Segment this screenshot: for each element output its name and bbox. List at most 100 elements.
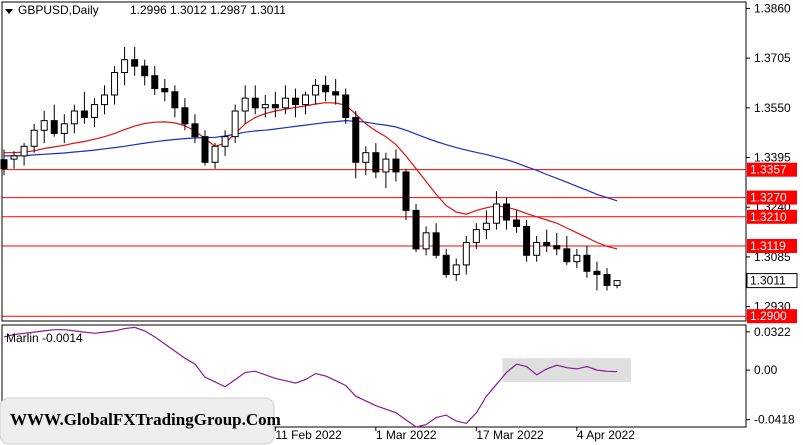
marlin-tick-label: -0.0418	[754, 413, 795, 427]
candle	[322, 75, 330, 102]
candle	[543, 229, 551, 253]
candle-body	[432, 232, 440, 256]
candle-body	[422, 232, 430, 250]
price-tick-label: 1.3705	[754, 51, 791, 65]
candle-body	[553, 245, 561, 250]
price-tick-label: 1.3860	[754, 1, 791, 15]
candle	[0, 149, 8, 176]
candle-body	[472, 229, 480, 243]
ema-slow-line	[4, 119, 618, 202]
candle-body	[231, 110, 239, 138]
candle-body	[332, 91, 340, 96]
candle	[402, 168, 410, 221]
candle-body	[362, 152, 370, 163]
candle	[281, 85, 289, 115]
candle-body	[271, 104, 279, 109]
candle	[90, 98, 98, 128]
level-tag-label: 1.2900	[750, 309, 787, 323]
candle-body	[492, 203, 500, 224]
candle-body	[10, 155, 18, 160]
level-tag-label: 1.3357	[750, 163, 787, 177]
current-price-tag	[746, 273, 798, 289]
candle-body	[372, 152, 380, 173]
candle	[211, 143, 219, 169]
candle	[302, 91, 309, 115]
candle-body	[402, 171, 410, 211]
candle	[291, 88, 299, 118]
candle	[372, 143, 380, 179]
marlin-tick-label: 0.00	[754, 363, 778, 377]
ema-fast-line	[4, 102, 618, 250]
candle	[362, 146, 370, 176]
candle-body	[312, 84, 320, 96]
level-tag-label: 1.3119	[750, 239, 786, 253]
candle-body	[30, 129, 38, 147]
candle	[563, 236, 571, 265]
candle-body	[191, 123, 199, 138]
candle	[432, 223, 440, 259]
candle-body	[201, 136, 209, 163]
candle	[392, 149, 400, 182]
candle-body	[322, 84, 330, 93]
candle-body	[181, 107, 189, 125]
candle	[181, 98, 189, 131]
candle	[332, 78, 340, 105]
candle-body	[251, 97, 259, 109]
candle-body	[482, 222, 490, 231]
candle-body	[593, 270, 601, 276]
candle-body	[281, 97, 289, 109]
candle-body	[503, 203, 510, 221]
horizontal-levels	[2, 169, 746, 317]
time-axis: 11 Feb 2022 1 Mar 2022 17 Mar 2022 4 Apr 20…	[274, 427, 635, 442]
candle	[20, 143, 28, 166]
candle-body	[0, 159, 8, 170]
candle-body	[543, 241, 551, 247]
candle	[221, 130, 229, 156]
candle	[523, 220, 531, 262]
ema-slow-path	[4, 119, 618, 202]
candle-body	[171, 91, 179, 109]
candle	[101, 85, 108, 115]
level-tag	[747, 238, 797, 253]
candle-body	[392, 158, 400, 173]
candle-body	[302, 94, 309, 106]
candle	[70, 104, 78, 134]
candle-body	[442, 254, 450, 276]
time-tick-label: 1 Mar 2022	[376, 428, 437, 442]
ohlc-label: 1.2996 1.3012 1.2987 1.3011	[130, 3, 286, 17]
candle	[131, 46, 139, 76]
candle	[271, 91, 279, 118]
price-tick-label: 1.3395	[754, 150, 791, 164]
candle	[593, 261, 601, 291]
candle-body	[131, 59, 139, 67]
candle-body	[533, 241, 541, 256]
candle	[231, 104, 239, 144]
candle	[513, 210, 521, 233]
candle-body	[60, 123, 68, 134]
candle	[503, 197, 510, 230]
candle	[482, 210, 490, 240]
candle-body	[111, 72, 119, 96]
candle	[412, 203, 420, 253]
symbol-label: GBPUSD,Daily	[18, 3, 99, 17]
candle	[603, 268, 611, 291]
candle	[312, 78, 320, 105]
candle-body	[513, 219, 521, 227]
candle-body	[291, 97, 299, 106]
level-tags: 1.3357 1.3270 1.3210 1.3119 1.2900 1.3011	[746, 162, 798, 324]
candle	[613, 280, 621, 289]
watermark-text: WWW.GlobalFXTradingGroup.Com	[10, 410, 281, 429]
candle-body	[121, 59, 129, 74]
level-tag	[747, 309, 797, 324]
marlin-tick-label: 0.0322	[754, 325, 791, 339]
chart-menu-triangle[interactable]	[5, 9, 13, 14]
candle-body	[20, 145, 28, 157]
current-price-label: 1.3011	[750, 274, 786, 288]
price-tick-label: 1.3550	[754, 101, 791, 115]
candle	[151, 66, 159, 95]
time-tick-label: 4 Apr 2022	[577, 428, 635, 442]
candle-body	[261, 104, 269, 109]
marlin-axis: 0.0322 0.00 -0.0418	[746, 325, 795, 427]
highlight-rect	[502, 358, 632, 382]
candle	[452, 258, 460, 281]
